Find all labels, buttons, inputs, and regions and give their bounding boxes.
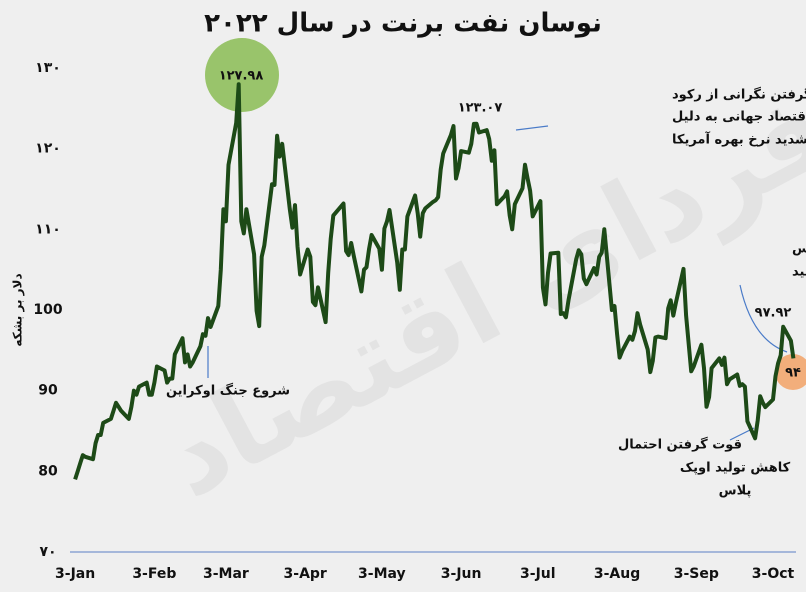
annotation: برای کاهش تولید xyxy=(792,265,806,280)
annotation: ۱۲۷.۹۸ xyxy=(219,69,264,84)
annotation: قوت گرفتن احتمال xyxy=(618,437,742,453)
highlight-circle xyxy=(775,354,806,390)
highlight-circle xyxy=(205,38,279,112)
annotation: شدت گرفتن نگرانی از رکود xyxy=(672,87,806,103)
annotation: افزایش شدید نرخ بهره آمریکا xyxy=(672,131,806,148)
y-tick-label: ۷۰ xyxy=(39,544,56,560)
x-tick-label: 3-Jun xyxy=(441,566,482,582)
x-tick-label: 3-Jan xyxy=(55,566,95,582)
annotation: کاهش تولید اوپک xyxy=(680,461,791,476)
x-tick-label: 3-Aug xyxy=(594,566,640,582)
price-line xyxy=(73,82,796,481)
annotation: ۱۲۳.۰۷ xyxy=(458,101,503,116)
annotation: اقتصاد جهانی به دلیل xyxy=(672,110,806,125)
annotation: شروع جنگ اوکراین xyxy=(166,383,290,399)
annotation: ۹۷.۹۲ xyxy=(755,306,792,321)
y-tick-label: ۱۱۰ xyxy=(35,221,61,237)
y-tick-label: 90 xyxy=(38,383,58,399)
y-tick-label: ۱۳۰ xyxy=(35,60,61,76)
x-tick-label: 3-Feb xyxy=(132,566,176,582)
y-axis-label: دلار بر بشکه xyxy=(11,273,25,346)
x-tick-label: 3-Apr xyxy=(284,566,327,582)
x-tick-label: 3-Mar xyxy=(203,566,249,582)
arrow xyxy=(515,125,549,131)
chart-title: نوسان نفت برنت در سال ۲۰۲۲ xyxy=(204,9,602,39)
y-tick-label: 80 xyxy=(38,463,58,479)
x-tick-label: 3-Oct xyxy=(752,566,795,582)
x-tick-label: 3-Sep xyxy=(674,566,719,582)
y-tick-label: 100 xyxy=(33,302,62,318)
annotation: تصمیم اوپک‌پلاس xyxy=(792,242,806,257)
x-tick-label: 3-May xyxy=(358,566,406,582)
y-tick-label: ۱۲۰ xyxy=(35,141,61,157)
annotation: پلاس xyxy=(719,484,752,499)
x-tick-label: 3-Jul xyxy=(520,566,556,582)
annotation: ۹۴ xyxy=(785,366,801,381)
